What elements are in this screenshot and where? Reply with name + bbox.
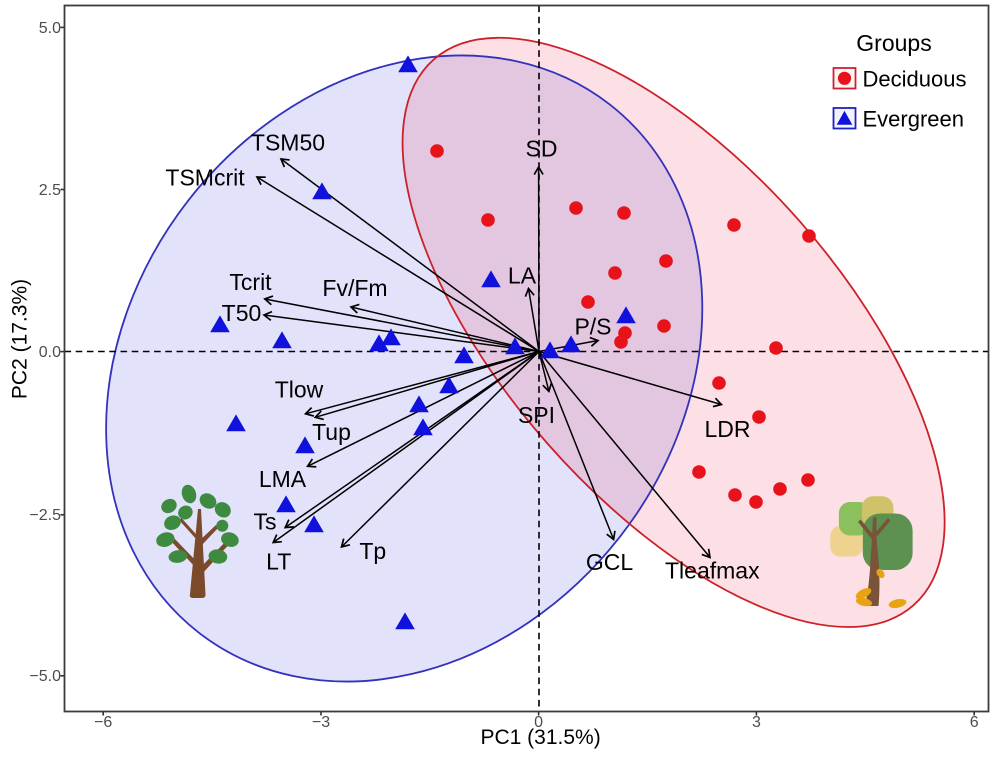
svg-text:LA: LA (508, 263, 537, 289)
svg-text:Tup: Tup (312, 419, 351, 445)
svg-text:Tcrit: Tcrit (229, 269, 272, 295)
svg-text:−5.0: −5.0 (29, 668, 61, 685)
svg-text:3: 3 (752, 714, 761, 731)
svg-text:Ts: Ts (254, 509, 277, 535)
svg-text:Evergreen: Evergreen (863, 107, 965, 132)
svg-text:PC2 (17.3%): PC2 (17.3%) (9, 279, 32, 399)
svg-text:6: 6 (970, 714, 979, 731)
svg-text:T50: T50 (222, 300, 262, 326)
svg-text:−2.5: −2.5 (29, 507, 61, 524)
svg-text:0.0: 0.0 (39, 344, 61, 361)
svg-text:Tp: Tp (359, 538, 386, 564)
svg-text:0: 0 (534, 714, 543, 731)
svg-text:2.5: 2.5 (39, 182, 61, 199)
svg-text:Groups: Groups (856, 30, 931, 56)
svg-text:TSMcrit: TSMcrit (165, 165, 245, 191)
svg-text:TSM50: TSM50 (251, 130, 325, 156)
svg-text:SD: SD (526, 136, 558, 162)
svg-text:Tleafmax: Tleafmax (665, 558, 760, 584)
svg-text:PC1 (31.5%): PC1 (31.5%) (480, 726, 600, 749)
svg-text:P/S: P/S (574, 314, 611, 340)
svg-text:5.0: 5.0 (39, 20, 61, 37)
svg-text:Deciduous: Deciduous (863, 67, 967, 92)
svg-text:GCL: GCL (586, 549, 634, 575)
svg-text:LT: LT (266, 549, 291, 575)
svg-text:Tlow: Tlow (275, 377, 324, 403)
svg-text:Fv/Fm: Fv/Fm (322, 275, 387, 301)
svg-text:−3: −3 (312, 714, 330, 731)
svg-text:LMA: LMA (259, 466, 307, 492)
svg-text:−6: −6 (94, 714, 112, 731)
svg-text:LDR: LDR (704, 416, 750, 442)
svg-text:SPI: SPI (518, 402, 555, 428)
